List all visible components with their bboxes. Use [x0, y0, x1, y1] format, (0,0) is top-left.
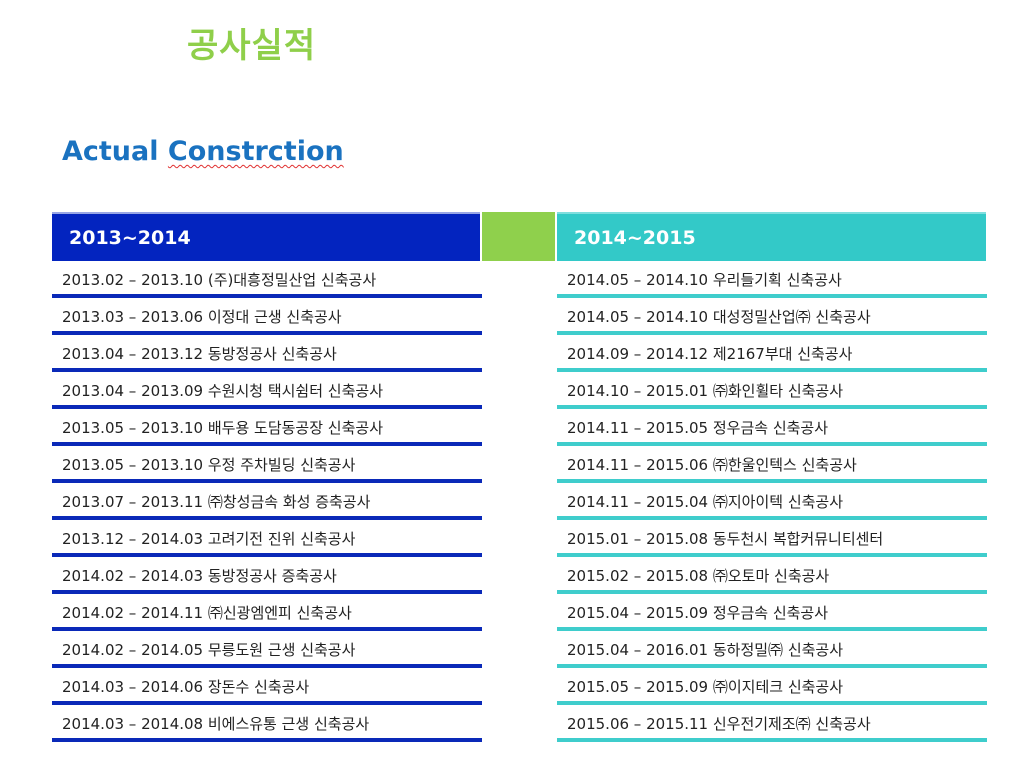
list-item: 2015.04 – 2016.01 동하정밀㈜ 신축공사: [557, 634, 987, 668]
list-item: 2013.04 – 2013.12 동방정공사 신축공사: [52, 338, 482, 372]
list-item: 2015.02 – 2015.08 ㈜오토마 신축공사: [557, 560, 987, 594]
list-item: 2014.11 – 2015.05 정우금속 신축공사: [557, 412, 987, 446]
list-item: 2015.06 – 2015.11 신우전기제조㈜ 신축공사: [557, 708, 987, 742]
list-item: 2014.09 – 2014.12 제2167부대 신축공사: [557, 338, 987, 372]
list-item: 2014.11 – 2015.06 ㈜한울인텍스 신축공사: [557, 449, 987, 483]
list-item: 2014.03 – 2014.08 비에스유통 근생 신축공사: [52, 708, 482, 742]
right-header-label: 2014~2015: [574, 226, 696, 249]
list-item: 2013.12 – 2014.03 고려기전 진위 신축공사: [52, 523, 482, 557]
list-item: 2014.02 – 2014.03 동방정공사 증축공사: [52, 560, 482, 594]
list-item: 2014.11 – 2015.04 ㈜지아이텍 신축공사: [557, 486, 987, 520]
list-item: 2013.05 – 2013.10 우정 주차빌딩 신축공사: [52, 449, 482, 483]
list-item: 2013.05 – 2013.10 배두용 도담동공장 신축공사: [52, 412, 482, 446]
list-item: 2014.02 – 2014.05 무릉도원 근생 신축공사: [52, 634, 482, 668]
list-item: 2015.04 – 2015.09 정우금속 신축공사: [557, 597, 987, 631]
list-item: 2015.01 – 2015.08 동두천시 복합커뮤니티센터: [557, 523, 987, 557]
left-project-list: 2013.02 – 2013.10 (주)대흥정밀산업 신축공사 2013.03…: [52, 264, 482, 745]
right-column-header: 2014~2015: [557, 212, 986, 261]
list-item: 2014.10 – 2015.01 ㈜화인휠타 신축공사: [557, 375, 987, 409]
right-project-list: 2014.05 – 2014.10 우리들기획 신축공사 2014.05 – 2…: [557, 264, 987, 745]
subtitle-word-construction: Constrction: [167, 136, 344, 167]
subtitle-word-actual: Actual: [62, 136, 159, 167]
list-item: 2014.05 – 2014.10 우리들기획 신축공사: [557, 264, 987, 298]
left-column-header: 2013~2014: [52, 212, 480, 261]
page-subtitle: Actual Constrction: [62, 136, 344, 167]
page-title: 공사실적: [187, 26, 317, 66]
list-item: 2014.03 – 2014.06 장돈수 신축공사: [52, 671, 482, 705]
list-item: 2013.03 – 2013.06 이정대 근생 신축공사: [52, 301, 482, 335]
list-item: 2015.05 – 2015.09 ㈜이지테크 신축공사: [557, 671, 987, 705]
list-item: 2013.04 – 2013.09 수원시청 택시쉼터 신축공사: [52, 375, 482, 409]
header-divider-block: [482, 212, 555, 261]
list-item: 2014.05 – 2014.10 대성정밀산업㈜ 신축공사: [557, 301, 987, 335]
list-item: 2014.02 – 2014.11 ㈜신광엠엔피 신축공사: [52, 597, 482, 631]
left-header-label: 2013~2014: [69, 226, 191, 249]
list-item: 2013.02 – 2013.10 (주)대흥정밀산업 신축공사: [52, 264, 482, 298]
list-item: 2013.07 – 2013.11 ㈜창성금속 화성 증축공사: [52, 486, 482, 520]
